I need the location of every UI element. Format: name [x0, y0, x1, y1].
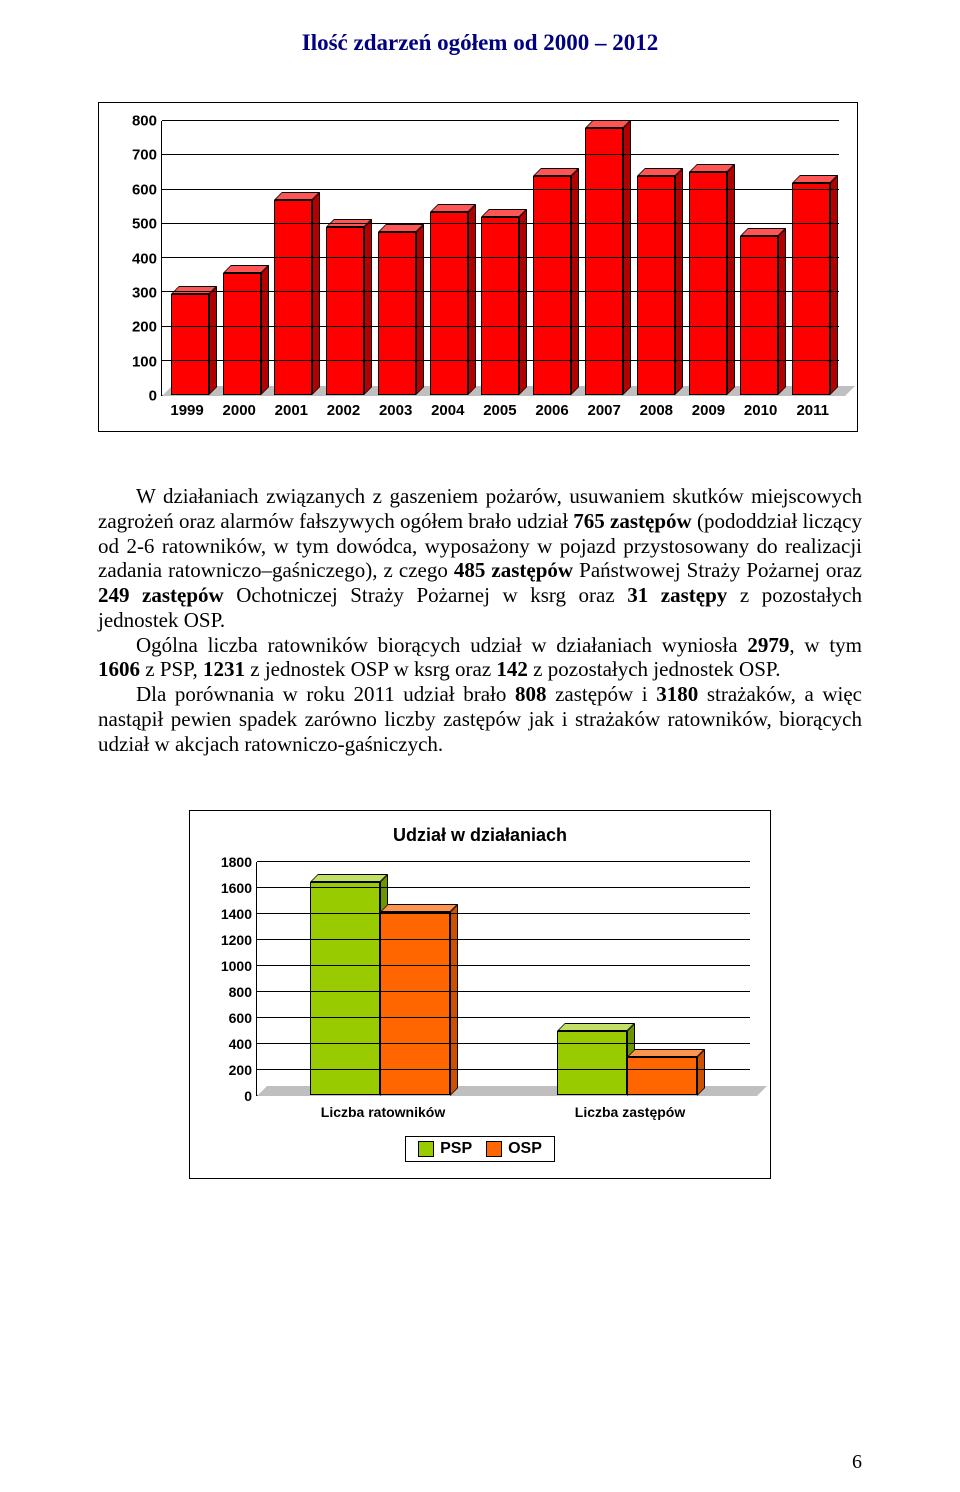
chart1-bar	[171, 121, 209, 395]
chart1-xtick: 2007	[585, 402, 623, 419]
chart1-xtick: 2004	[429, 402, 467, 419]
chart2-legend: PSP OSP	[405, 1136, 555, 1162]
chart2-group	[557, 862, 697, 1095]
chart2-ytick: 800	[229, 984, 252, 1000]
chart1-bar	[585, 121, 623, 395]
chart1-bar	[689, 121, 727, 395]
paragraph: Dla porównania w roku 2011 udział brało …	[98, 682, 862, 756]
chart1-ytick: 600	[132, 181, 157, 198]
chart2-ytick: 1800	[221, 854, 252, 870]
chart1-ytick: 500	[132, 216, 157, 233]
chart2-ytick: 1000	[221, 958, 252, 974]
page-number: 6	[852, 1451, 862, 1474]
chart2-ytick: 600	[229, 1010, 252, 1026]
chart1-ytick: 100	[132, 353, 157, 370]
chart2-ytick: 400	[229, 1036, 252, 1052]
page-title: Ilość zdarzeń ogółem od 2000 – 2012	[98, 30, 862, 56]
chart1-xtick: 2010	[742, 402, 780, 419]
legend-item: OSP	[486, 1140, 542, 1158]
chart1-x-axis: 1999 2000 2001 2002 2003 2004 2005 2006 2007 2008…	[117, 402, 839, 419]
paragraph: Ogólna liczba ratowników biorących udzia…	[98, 633, 862, 683]
chart1-xtick: 2001	[272, 402, 310, 419]
body-text: W działaniach związanych z gaszeniem poż…	[98, 484, 862, 756]
chart1-ytick: 0	[149, 388, 157, 405]
chart1-xtick: 1999	[168, 402, 206, 419]
chart1-plot-area	[161, 121, 839, 396]
chart1-bar	[430, 121, 468, 395]
paragraph: W działaniach związanych z gaszeniem poż…	[98, 484, 862, 633]
chart1-ytick: 300	[132, 284, 157, 301]
chart2-xtick: Liczba ratowników	[321, 1104, 445, 1120]
chart2-ytick: 1600	[221, 880, 252, 896]
chart2-ytick: 1400	[221, 906, 252, 922]
chart2-bar	[380, 862, 450, 1095]
chart2-title: Udział w działaniach	[210, 825, 750, 846]
chart2-x-axis: Liczba ratowników Liczba zastępów	[210, 1104, 750, 1120]
events-bar-chart: 0 100 200 300 400 500 600 700 800 1999 2000 2001 20…	[98, 102, 858, 432]
chart2-bar	[310, 862, 380, 1095]
chart1-bar	[481, 121, 519, 395]
chart1-xtick: 2011	[794, 402, 832, 419]
chart1-xtick: 2005	[481, 402, 519, 419]
legend-item: PSP	[418, 1140, 472, 1158]
chart1-bar	[533, 121, 571, 395]
chart1-xtick: 2002	[324, 402, 362, 419]
chart1-xtick: 2003	[377, 402, 415, 419]
chart1-ytick: 200	[132, 319, 157, 336]
chart1-xtick: 2009	[689, 402, 727, 419]
chart2-bar	[557, 862, 627, 1095]
chart2-plot-area	[256, 862, 750, 1096]
chart1-ytick: 400	[132, 250, 157, 267]
chart1-bar	[637, 121, 675, 395]
participation-bar-chart: Udział w działaniach 0 200 400 600 800 1000 12…	[189, 810, 771, 1179]
chart1-ytick: 700	[132, 147, 157, 164]
chart1-xtick: 2008	[637, 402, 675, 419]
chart1-bar	[326, 121, 364, 395]
chart2-group	[310, 862, 450, 1095]
chart2-ytick: 0	[244, 1088, 252, 1104]
chart2-xtick: Liczba zastępów	[575, 1104, 685, 1120]
chart1-bar	[792, 121, 830, 395]
chart2-ytick: 1200	[221, 932, 252, 948]
chart1-bar	[740, 121, 778, 395]
chart1-y-axis: 0100200300400500600700800	[117, 121, 161, 396]
chart1-xtick: 2000	[220, 402, 258, 419]
chart1-xtick: 2006	[533, 402, 571, 419]
chart2-ytick: 200	[229, 1062, 252, 1078]
chart2-bar	[627, 862, 697, 1095]
chart1-bar	[274, 121, 312, 395]
chart1-ytick: 800	[132, 113, 157, 130]
chart2-y-axis: 020040060080010001200140016001800	[210, 862, 256, 1096]
chart1-bar	[378, 121, 416, 395]
chart1-bar	[223, 121, 261, 395]
